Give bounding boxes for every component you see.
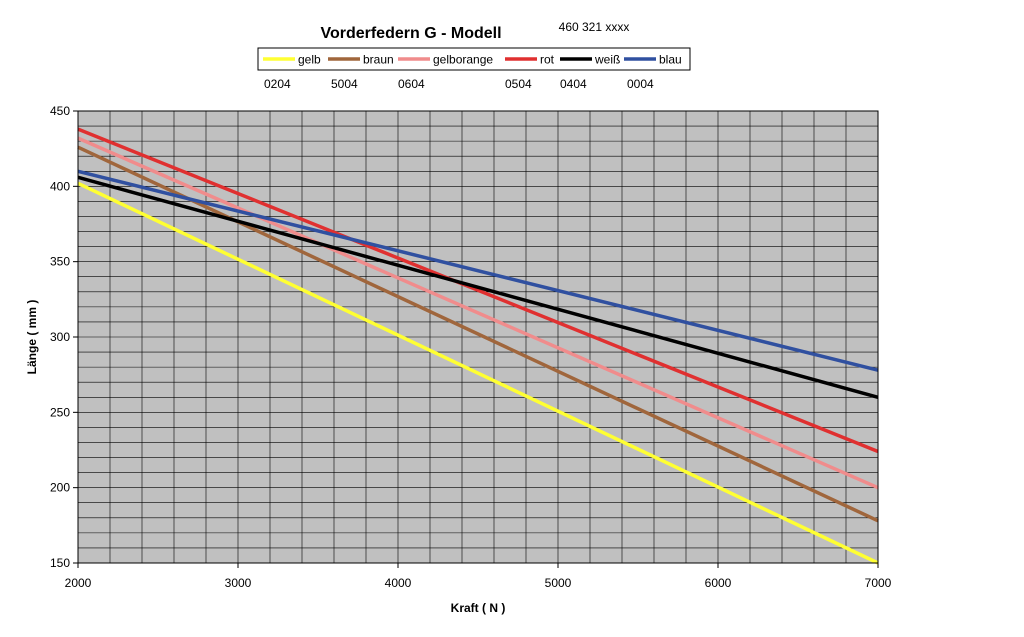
series-line-weiß [77,175,879,399]
series-line-rot [77,127,879,454]
code-gelborange: 0604 [398,77,425,91]
code-rot: 0504 [505,77,532,91]
x-tick-label: 3000 [225,576,252,590]
legend: gelb braun gelborange rot weiß blau [257,47,691,71]
code-weiß: 0404 [560,77,587,91]
y-axis-label: Länge ( mm ) [25,300,39,375]
legend-label-braun: braun [363,53,394,67]
x-tick-label: 7000 [865,576,892,590]
code-braun: 5004 [331,77,358,91]
x-tick-label: 6000 [705,576,732,590]
x-tick-label: 5000 [545,576,572,590]
series-line-braun [77,145,879,523]
legend-label-blau: blau [659,53,682,67]
series-line-blau [77,169,879,372]
y-tick-label: 400 [50,179,70,193]
x-axis-label: Kraft ( N ) [451,601,506,615]
legend-label-weiß: weiß [594,53,620,67]
x-axis: 2000 3000 4000 5000 6000 7000 [65,563,892,590]
chart-title: Vorderfedern G - Modell [320,25,501,42]
y-tick-label: 350 [50,255,70,269]
y-tick-label: 250 [50,405,70,419]
series-lines [77,127,879,565]
code-blau: 0004 [627,77,654,91]
series-line-gelb [77,181,879,565]
legend-label-gelb: gelb [298,53,321,67]
legend-label-rot: rot [540,53,555,67]
series-line-gelborange [77,136,879,490]
y-tick-label: 450 [50,104,70,118]
series-codes: 0204 5004 0604 0504 0404 0004 [264,77,654,91]
x-tick-label: 2000 [65,576,92,590]
legend-label-gelborange: gelborange [433,53,493,67]
y-tick-label: 150 [50,556,70,570]
x-tick-label: 4000 [385,576,412,590]
y-axis: 150 200 250 300 350 400 450 [50,104,78,570]
legend-box [257,47,691,71]
y-tick-label: 300 [50,330,70,344]
y-tick-label: 200 [50,481,70,495]
chart-subtitle: 460 321 xxxx [559,20,630,34]
code-gelb: 0204 [264,77,291,91]
